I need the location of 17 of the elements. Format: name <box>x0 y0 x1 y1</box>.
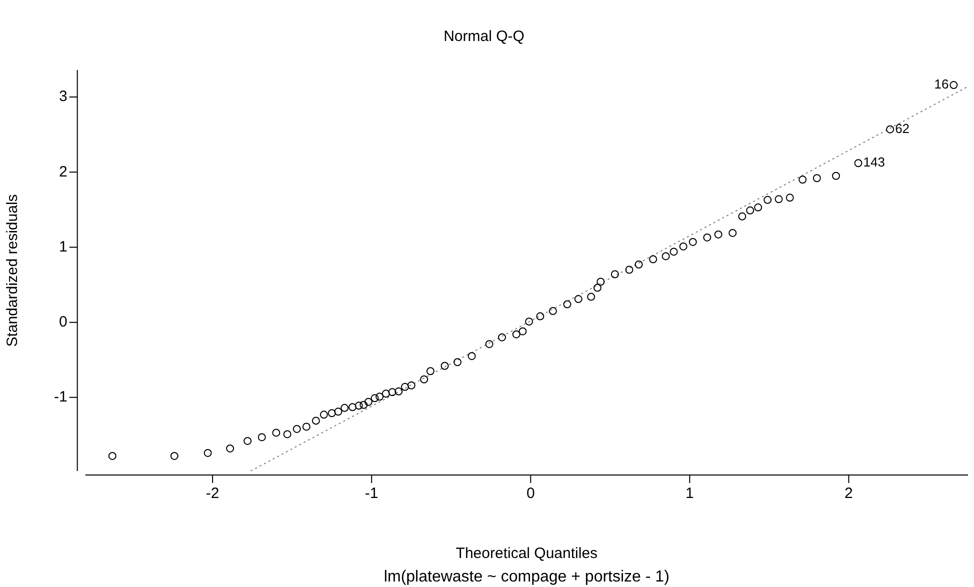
text: lm(platewaste ~ compage + portsize - 1) <box>384 568 670 586</box>
y-tick-label: 1 <box>58 238 68 256</box>
x-tick-label: -2 <box>206 485 220 502</box>
y-axis-title: Standardized residuals <box>4 194 22 347</box>
x-tick-label: 2 <box>844 485 853 502</box>
y-tick-label: -1 <box>54 388 68 406</box>
annotation: 143 <box>863 154 885 170</box>
x-axis-title: Theoretical Quantiles <box>456 545 598 562</box>
annotation: 62 <box>895 120 910 136</box>
annotation: 16 <box>934 76 949 92</box>
x-tick-label: -1 <box>364 485 378 502</box>
x-tick-label: 1 <box>686 485 694 502</box>
y-tick-label: 3 <box>58 88 68 106</box>
y-tick-label: 2 <box>58 163 68 180</box>
y-tick-label: 0 <box>58 313 68 330</box>
chart-title: Normal Q-Q <box>444 28 524 46</box>
x-tick-label: 0 <box>526 485 535 502</box>
